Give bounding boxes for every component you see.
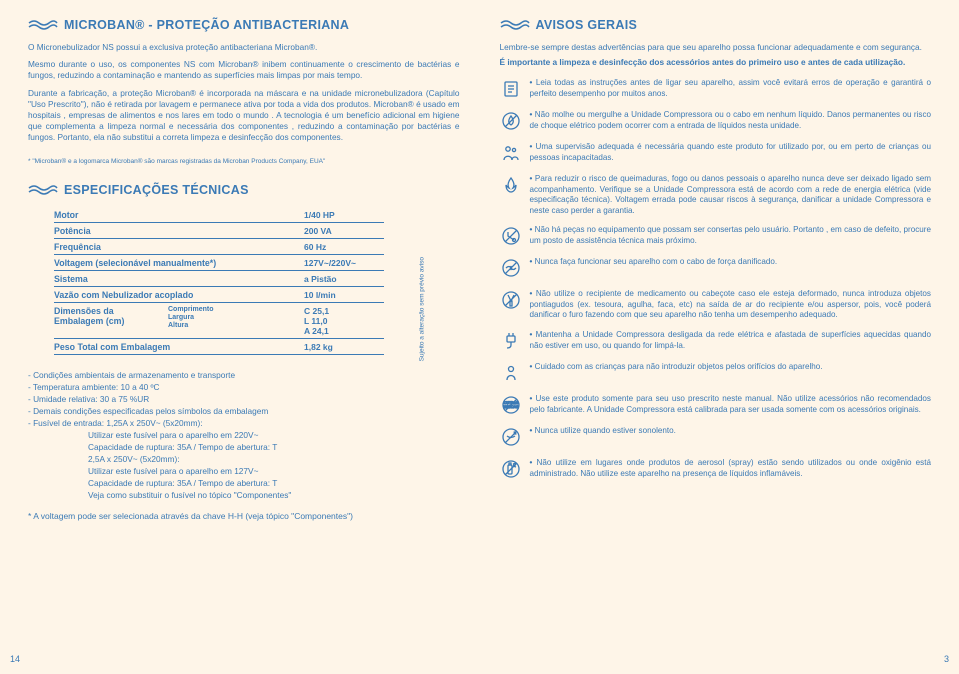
no-repair-icon xyxy=(500,226,522,248)
spec-value: 1/40 HP xyxy=(304,210,384,220)
list-item: z Nunca utilize quando estiver sonolento… xyxy=(500,426,932,449)
spec-label: Potência xyxy=(54,226,304,236)
bullet-text: Nunca faça funcionar seu aparelho com o … xyxy=(530,257,932,280)
cond-line: Utilizar este fusível para o aparelho em… xyxy=(28,465,460,477)
list-item: Leia todas as instruções antes de ligar … xyxy=(500,78,932,101)
conditions-list: - Condições ambientais de armazenamento … xyxy=(28,369,460,501)
bullet-text: Não molhe ou mergulhe a Unidade Compress… xyxy=(530,110,932,133)
spec-heading: ESPECIFICAÇÕES TÉCNICAS xyxy=(28,183,460,197)
list-item: Não utilize em lugares onde produtos de … xyxy=(500,458,932,481)
table-row: Sistema a Pistão xyxy=(54,271,384,287)
microban-title: MICROBAN® - PROTEÇÃO ANTIBACTERIANA xyxy=(64,18,349,32)
avisos-important: É importante a limpeza e desinfecção dos… xyxy=(500,57,932,68)
spec-title: ESPECIFICAÇÕES TÉCNICAS xyxy=(64,183,249,197)
vertical-disclaimer: Sujeito a alteração sem prévio aviso xyxy=(418,257,425,361)
microban-footnote: * "Microban® e a logomarca Microban® são… xyxy=(28,158,460,165)
spec-sublabels: Comprimento Largura Altura xyxy=(168,306,214,331)
avisos-lead: Lembre-se sempre destas advertências par… xyxy=(500,42,932,53)
list-item: Mantenha a Unidade Compressora desligada… xyxy=(500,330,932,353)
microban-para-3: Durante a fabricação, a proteção Microba… xyxy=(28,88,460,144)
spec-label: Dimensões da Embalagem (cm) xyxy=(54,306,154,326)
avisos-title: AVISOS GERAIS xyxy=(536,18,638,32)
wave-icon xyxy=(28,183,58,197)
avisos-heading: AVISOS GERAIS xyxy=(500,18,932,32)
bullet-text: Não utilize em lugares onde produtos de … xyxy=(530,458,932,481)
table-row: Dimensões da Embalagem (cm) Comprimento … xyxy=(54,303,384,339)
list-item: Cuidado com as crianças para não introdu… xyxy=(500,362,932,385)
table-row: Peso Total com Embalagem 1,82 kg xyxy=(54,339,384,355)
table-row: Frequência 60 Hz xyxy=(54,239,384,255)
spec-value: 1,82 kg xyxy=(304,342,384,352)
microban-para-1: O Micronebulizador NS possui a exclusiva… xyxy=(28,42,460,53)
bullet-text: Não há peças no equipamento que possam s… xyxy=(530,225,932,248)
table-row: Vazão com Nebulizador acoplado 10 l/min xyxy=(54,287,384,303)
list-item: OUTRASMARCAS Use este produto somente pa… xyxy=(500,394,932,417)
no-other-brands-icon: OUTRASMARCAS xyxy=(500,395,522,417)
spec-label: Sistema xyxy=(54,274,304,284)
no-liquid-icon xyxy=(500,111,522,133)
bullet-text: Leia todas as instruções antes de ligar … xyxy=(530,78,932,101)
no-sharp-objects-icon xyxy=(500,290,522,312)
cond-line: Capacidade de ruptura: 35A / Tempo de ab… xyxy=(28,441,460,453)
supervision-icon xyxy=(500,143,522,165)
bullet-text: Cuidado com as crianças para não introdu… xyxy=(530,362,932,385)
bullet-text: Use este produto somente para seu uso pr… xyxy=(530,394,932,417)
spec-value: a Pistão xyxy=(304,274,384,284)
left-page: MICROBAN® - PROTEÇÃO ANTIBACTERIANA O Mi… xyxy=(0,0,480,674)
page-number: 3 xyxy=(944,654,949,664)
spec-label: Vazão com Nebulizador acoplado xyxy=(54,290,304,300)
unplug-icon xyxy=(500,331,522,353)
list-item: Nunca faça funcionar seu aparelho com o … xyxy=(500,257,932,280)
list-item: Não utilize o recipiente de medicamento … xyxy=(500,289,932,321)
bullet-text: Uma supervisão adequada é necessária qua… xyxy=(530,142,932,165)
spec-value: 60 Hz xyxy=(304,242,384,252)
spec-value: 10 l/min xyxy=(304,290,384,300)
table-row: Voltagem (selecionável manualmente*) 127… xyxy=(54,255,384,271)
spec-table: Motor 1/40 HP Potência 200 VA Frequência… xyxy=(54,207,384,355)
list-item: Não molhe ou mergulhe a Unidade Compress… xyxy=(500,110,932,133)
spec-value: 127V~/220V~ xyxy=(304,258,384,268)
spec-label: Peso Total com Embalagem xyxy=(54,342,304,352)
cond-line: Capacidade de ruptura: 35A / Tempo de ab… xyxy=(28,477,460,489)
list-item: Para reduzir o risco de queimaduras, fog… xyxy=(500,174,932,216)
list-item: Uma supervisão adequada é necessária qua… xyxy=(500,142,932,165)
cond-line: - Fusível de entrada: 1,25A x 250V~ (5x2… xyxy=(28,417,460,429)
damaged-cable-icon xyxy=(500,258,522,280)
no-aerosol-icon xyxy=(500,459,522,481)
bullet-text: Não utilize o recipiente de medicamento … xyxy=(530,289,932,321)
spec-value: C 25,1 L 11,0 A 24,1 xyxy=(304,306,384,336)
microban-heading: MICROBAN® - PROTEÇÃO ANTIBACTERIANA xyxy=(28,18,460,32)
right-page: AVISOS GERAIS Lembre-se sempre destas ad… xyxy=(480,0,959,674)
cond-line: Utilizar este fusível para o aparelho em… xyxy=(28,429,460,441)
cond-line: 2,5A x 250V~ (5x20mm): xyxy=(28,453,460,465)
bullet-text: Nunca utilize quando estiver sonolento. xyxy=(530,426,932,449)
bullet-text: Para reduzir o risco de queimaduras, fog… xyxy=(530,174,932,216)
no-drowsy-icon: z xyxy=(500,427,522,449)
spec-label: Voltagem (selecionável manualmente*) xyxy=(54,258,304,268)
list-item: Não há peças no equipamento que possam s… xyxy=(500,225,932,248)
cond-line: - Condições ambientais de armazenamento … xyxy=(28,369,460,381)
fire-risk-icon xyxy=(500,175,522,197)
bullet-text: Mantenha a Unidade Compressora desligada… xyxy=(530,330,932,353)
spec-label: Motor xyxy=(54,210,304,220)
children-caution-icon xyxy=(500,363,522,385)
page-number: 14 xyxy=(10,654,20,664)
cond-line: - Temperatura ambiente: 10 a 40 ºC xyxy=(28,381,460,393)
voltage-note: * A voltagem pode ser selecionada atravé… xyxy=(28,511,460,521)
cond-line: Veja como substituir o fusível no tópico… xyxy=(28,489,460,501)
table-row: Potência 200 VA xyxy=(54,223,384,239)
spec-value: 200 VA xyxy=(304,226,384,236)
cond-line: - Umidade relativa: 30 a 75 %UR xyxy=(28,393,460,405)
spec-label: Frequência xyxy=(54,242,304,252)
microban-para-2: Mesmo durante o uso, os componentes NS c… xyxy=(28,59,460,81)
wave-icon xyxy=(28,18,58,32)
table-row: Motor 1/40 HP xyxy=(54,207,384,223)
svg-text:MARCAS: MARCAS xyxy=(503,405,519,409)
read-manual-icon xyxy=(500,79,522,101)
wave-icon xyxy=(500,18,530,32)
cond-line: - Demais condições especificadas pelos s… xyxy=(28,405,460,417)
